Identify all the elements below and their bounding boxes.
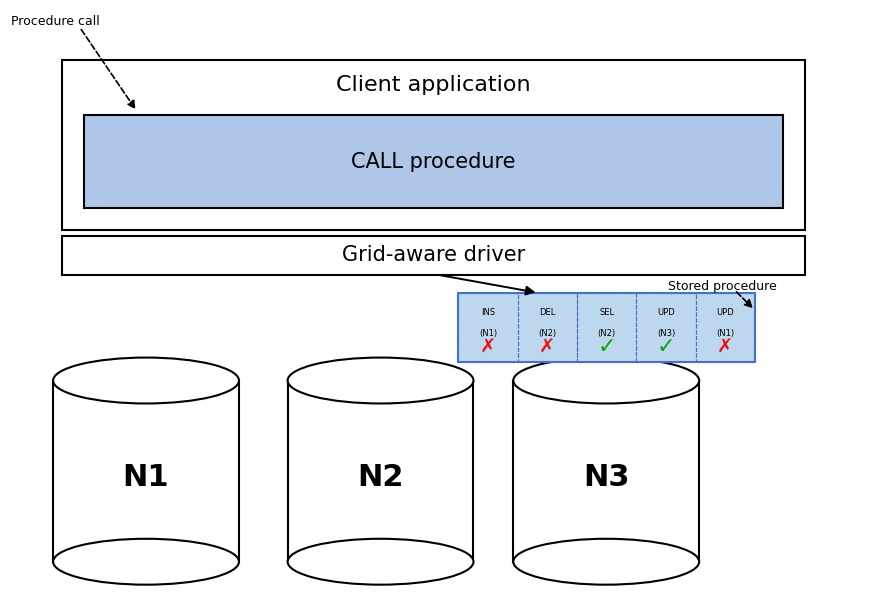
Ellipse shape	[53, 358, 239, 403]
FancyBboxPatch shape	[62, 236, 805, 275]
Text: DEL: DEL	[539, 308, 556, 317]
Text: Procedure call: Procedure call	[11, 14, 99, 28]
FancyBboxPatch shape	[84, 115, 783, 208]
Text: UPD: UPD	[657, 308, 675, 317]
Text: (N2): (N2)	[597, 329, 616, 338]
Text: ✗: ✗	[717, 338, 734, 357]
Text: (N1): (N1)	[716, 329, 735, 338]
Text: Client application: Client application	[336, 74, 531, 95]
Text: ✗: ✗	[539, 338, 556, 357]
Ellipse shape	[288, 358, 473, 403]
Text: Grid-aware driver: Grid-aware driver	[342, 245, 526, 265]
Text: (N2): (N2)	[538, 329, 557, 338]
Text: (N3): (N3)	[657, 329, 675, 338]
FancyBboxPatch shape	[62, 60, 805, 230]
Text: N3: N3	[583, 463, 629, 492]
Text: (N1): (N1)	[479, 329, 497, 338]
Ellipse shape	[288, 539, 473, 585]
Text: ✓: ✓	[657, 337, 675, 357]
Ellipse shape	[513, 358, 699, 403]
Text: N2: N2	[358, 463, 404, 492]
Polygon shape	[513, 381, 699, 562]
Text: Stored procedure: Stored procedure	[668, 280, 777, 294]
Text: N1: N1	[123, 463, 169, 492]
Text: CALL procedure: CALL procedure	[351, 152, 516, 172]
Text: SEL: SEL	[599, 308, 614, 317]
Polygon shape	[288, 381, 473, 562]
Text: ✓: ✓	[597, 337, 616, 357]
Ellipse shape	[53, 539, 239, 585]
Text: UPD: UPD	[716, 308, 735, 317]
Text: INS: INS	[481, 308, 495, 317]
Ellipse shape	[513, 539, 699, 585]
Text: ✗: ✗	[480, 338, 496, 357]
FancyBboxPatch shape	[458, 293, 755, 362]
Polygon shape	[53, 381, 239, 562]
